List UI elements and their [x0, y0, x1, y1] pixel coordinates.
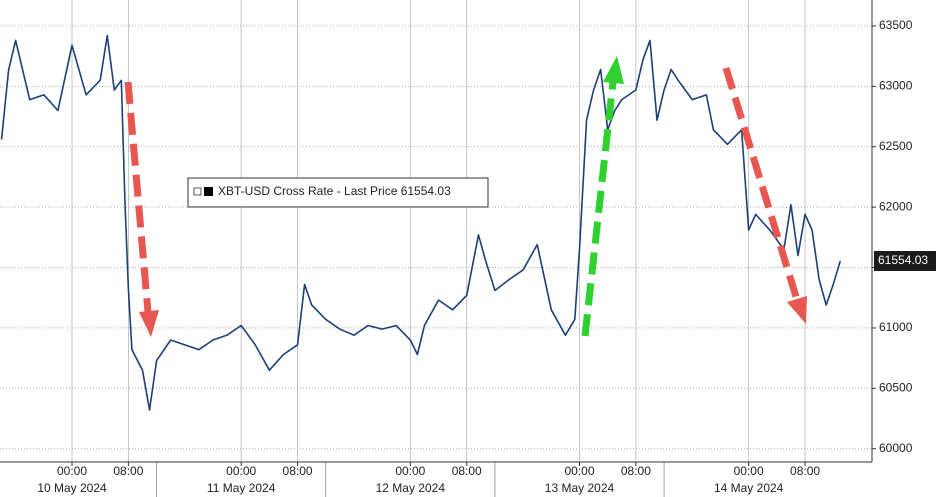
x-tick-label: 08:00	[283, 464, 313, 478]
arrow-up	[581, 81, 617, 337]
y-tick-label: 62500	[879, 139, 913, 153]
last-price-label: 61554.03	[878, 253, 928, 267]
y-tick-label: 60500	[879, 380, 913, 394]
y-tick-label: 60000	[879, 441, 913, 455]
x-date-label: 13 May 2024	[545, 481, 615, 495]
annotation-arrows	[124, 56, 807, 337]
x-date-label: 10 May 2024	[37, 481, 107, 495]
x-tick-label: 08:00	[621, 464, 651, 478]
x-tick-label: 08:00	[452, 464, 482, 478]
legend-box	[187, 177, 489, 208]
arrow-head	[787, 296, 807, 324]
legend-text: XBT-USD Cross Rate - Last Price 61554.03	[218, 184, 451, 198]
legend-swatch	[204, 187, 213, 196]
x-date-label: 14 May 2024	[714, 481, 784, 495]
arrow-head	[603, 56, 624, 84]
arrow-down	[124, 81, 152, 313]
x-tick-label: 00:00	[734, 464, 764, 478]
y-tick-label: 63500	[879, 18, 913, 32]
price-line	[0, 34, 842, 411]
x-tick-label: 00:00	[395, 464, 425, 478]
y-tick-label: 63000	[879, 79, 913, 93]
x-tick-label: 08:00	[790, 464, 820, 478]
arrow-down	[722, 66, 801, 302]
grid	[0, 0, 872, 462]
legend-toggle	[193, 187, 202, 196]
x-tick-label: 00:00	[226, 464, 256, 478]
y-tick-label: 61000	[879, 320, 913, 334]
legend: XBT-USD Cross Rate - Last Price 61554.03	[187, 177, 489, 208]
x-date-label: 11 May 2024	[207, 481, 276, 495]
x-tick-label: 00:00	[57, 464, 87, 478]
x-date-label: 12 May 2024	[376, 481, 446, 495]
series-layer	[0, 34, 842, 411]
x-tick-label: 00:00	[564, 464, 594, 478]
arrow-head	[139, 310, 159, 337]
x-tick-label: 08:00	[113, 464, 143, 478]
last-price-tag	[874, 251, 936, 272]
y-tick-label: 62000	[879, 199, 913, 213]
